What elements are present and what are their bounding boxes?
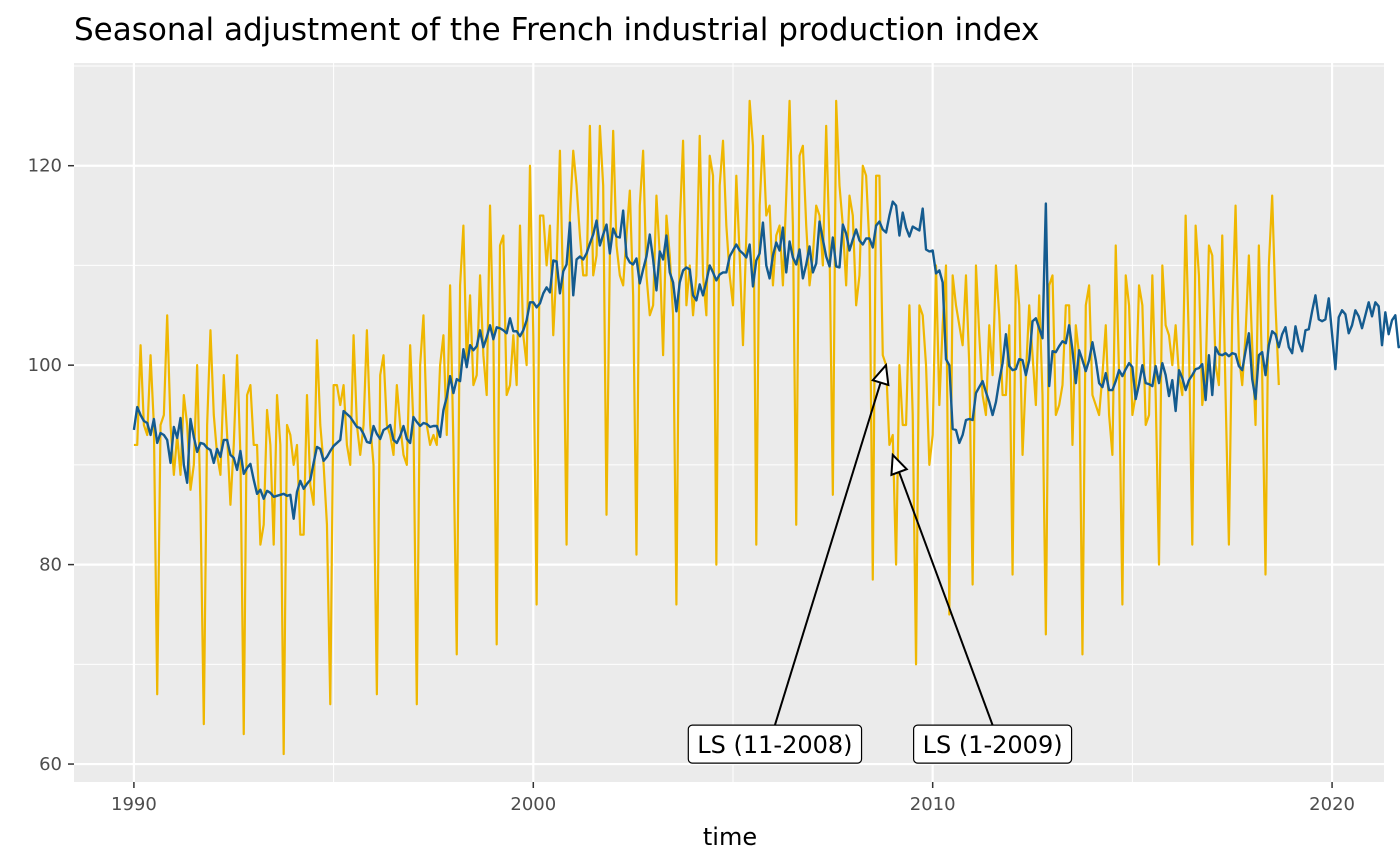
plot-panel: [74, 63, 1384, 782]
annotation-arrow-1: [773, 364, 887, 726]
y-tick-label: 80: [39, 555, 62, 576]
annotation-label-1: LS (11-2008): [697, 731, 852, 759]
series-line-2: [132, 200, 1400, 520]
axis-ticks: 1990 2000 2010 2020 60 80 100 120: [28, 156, 1355, 815]
x-axis-title: time: [703, 823, 757, 851]
annotation-arrowhead-1: [871, 362, 890, 387]
y-tick-label: 120: [28, 156, 62, 177]
x-tick-label: 2020: [1309, 794, 1355, 815]
annotation-layer: LS (11-2008) LS (1-2009): [687, 362, 1073, 764]
annotation-arrow-2: [891, 454, 994, 726]
x-tick-label: 2010: [910, 794, 956, 815]
x-tick-label: 2000: [510, 794, 556, 815]
annotation-label-2: LS (1-2009): [923, 731, 1063, 759]
y-tick-label: 60: [39, 754, 62, 775]
series-line-1: [133, 99, 1280, 756]
chart-title: Seasonal adjustment of the French indust…: [74, 12, 1039, 48]
series-layer: [132, 99, 1400, 756]
y-tick-label: 100: [28, 355, 62, 376]
annotation-arrowhead-2: [890, 452, 909, 477]
x-tick-label: 1990: [111, 794, 157, 815]
